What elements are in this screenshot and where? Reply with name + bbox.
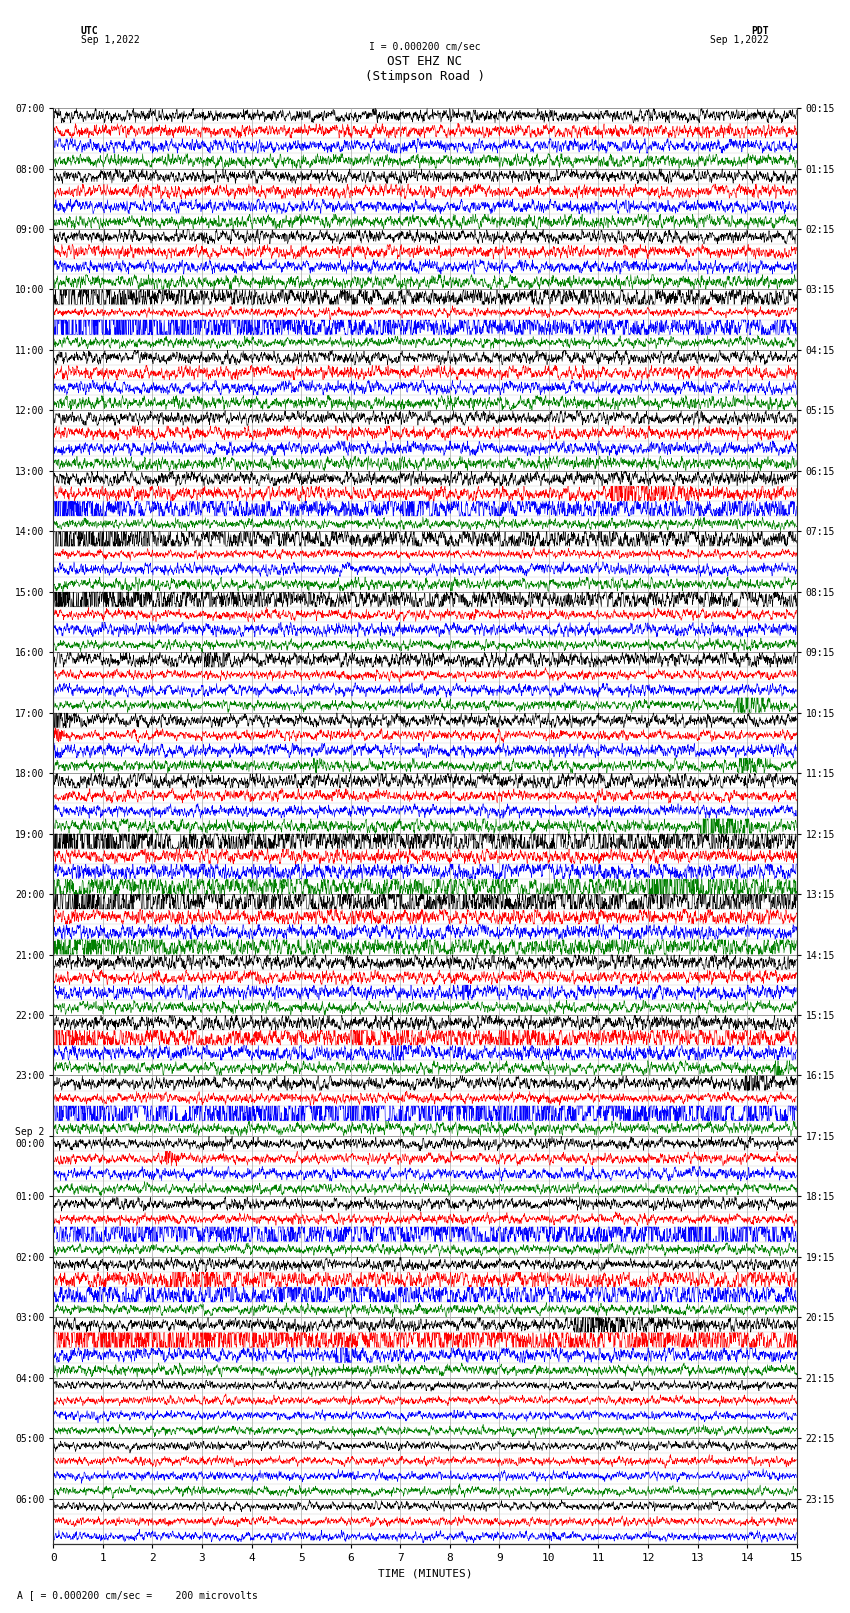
Text: Sep 1,2022: Sep 1,2022 xyxy=(81,35,139,45)
Text: I = 0.000200 cm/sec: I = 0.000200 cm/sec xyxy=(369,42,481,52)
Text: UTC: UTC xyxy=(81,26,99,35)
Text: A [ = 0.000200 cm/sec =    200 microvolts: A [ = 0.000200 cm/sec = 200 microvolts xyxy=(17,1590,258,1600)
X-axis label: TIME (MINUTES): TIME (MINUTES) xyxy=(377,1569,473,1579)
Text: PDT: PDT xyxy=(751,26,769,35)
Text: Sep 1,2022: Sep 1,2022 xyxy=(711,35,769,45)
Title: OST EHZ NC
(Stimpson Road ): OST EHZ NC (Stimpson Road ) xyxy=(365,55,485,84)
